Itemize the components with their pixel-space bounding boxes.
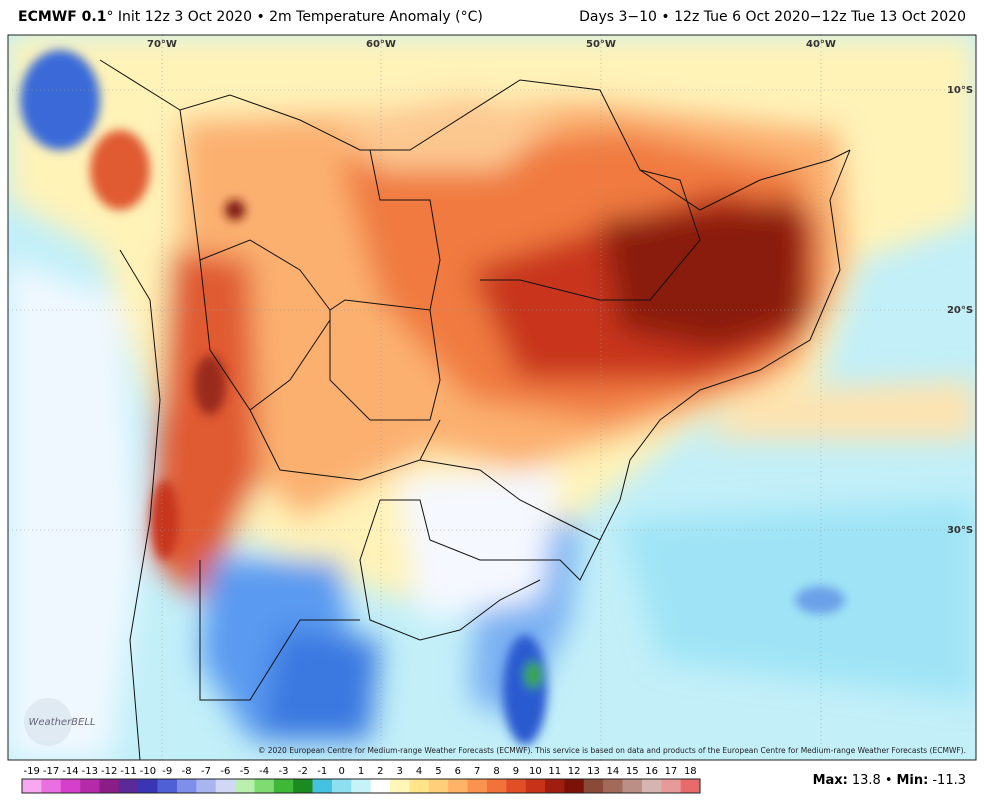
colorbar-swatch	[448, 779, 468, 793]
colorbar-label: -7	[201, 766, 211, 777]
colorbar-swatch	[41, 779, 62, 793]
colorbar-swatch	[293, 779, 313, 793]
logo: WeatherBELL	[28, 717, 95, 728]
colorbar-label: -19	[24, 766, 40, 777]
colorbar-swatch	[680, 779, 701, 793]
colorbar-swatch	[506, 779, 526, 793]
logo-globe	[24, 698, 72, 746]
colorbar-label: 11	[548, 766, 561, 777]
colorbar-swatch	[467, 779, 488, 793]
min-label: Min:	[897, 773, 929, 788]
colorbar-label: 4	[416, 766, 422, 777]
colorbar-swatch	[254, 779, 275, 793]
colorbar: -19 -17 -14 -13 -12 -11 -10 -9 -8 -7 -6 -5 -4 -3 -2 -1 0…	[21, 766, 701, 794]
colorbar-label: 5	[435, 766, 441, 777]
title-model: ECMWF 0.1	[18, 9, 106, 25]
colorbar-label: -10	[140, 766, 156, 777]
colorbar-label: -8	[182, 766, 192, 777]
header-title: ECMWF 0.1° Init 12z 3 Oct 2020 • 2m Temp…	[18, 9, 483, 25]
colorbar-label: 14	[606, 766, 619, 777]
colorbar-swatch	[22, 779, 42, 793]
colorbar-label: 15	[626, 766, 639, 777]
map-frame	[7, 34, 977, 761]
longitude-label: 40°W	[806, 39, 836, 50]
colorbar-swatch	[583, 779, 604, 793]
colorbar-label: -6	[220, 766, 230, 777]
colorbar-label: -4	[259, 766, 269, 777]
colorbar-label: -13	[82, 766, 98, 777]
colorbar-swatch	[138, 779, 158, 793]
colorbar-swatch	[118, 779, 139, 793]
colorbar-label: 2	[377, 766, 383, 777]
colorbar-label: -14	[62, 766, 78, 777]
max-value: 13.8	[852, 773, 881, 788]
min-value: -11.3	[932, 773, 966, 788]
colorbar-label: -12	[101, 766, 117, 777]
copyright: © 2020 European Centre for Medium-range …	[258, 746, 966, 755]
colorbar-swatch	[603, 779, 623, 793]
colorbar-label: -3	[279, 766, 289, 777]
colorbar-swatch	[99, 779, 120, 793]
stats: Max: 13.8 • Min: -11.3	[813, 773, 966, 788]
colorbar-label: 9	[513, 766, 519, 777]
colorbar-label: -1	[317, 766, 327, 777]
latitude-label: 30°S	[947, 525, 973, 536]
colorbar-label: -5	[240, 766, 250, 777]
colorbar-label: 0	[338, 766, 344, 777]
colorbar-swatch	[641, 779, 662, 793]
colorbar-swatch	[545, 779, 565, 793]
graticule-labels: 70°W 60°W 50°W 40°W 10°S 20°S 30°S	[147, 39, 973, 536]
colorbar-swatch	[331, 779, 352, 793]
colorbar-label: -2	[298, 766, 308, 777]
colorbar-swatch	[273, 779, 294, 793]
colorbar-label: 18	[684, 766, 697, 777]
colorbar-label: 13	[587, 766, 600, 777]
colorbar-swatch	[622, 779, 643, 793]
colorbar-swatch	[80, 779, 100, 793]
graticule	[8, 35, 976, 760]
colorbar-label: 12	[568, 766, 581, 777]
colorbar-swatch	[196, 779, 217, 793]
colorbar-swatch	[409, 779, 430, 793]
colorbar-label: 10	[529, 766, 542, 777]
colorbar-swatch	[390, 779, 410, 793]
colorbar-label: 1	[358, 766, 364, 777]
colorbar-swatch	[661, 779, 681, 793]
longitude-label: 50°W	[586, 39, 616, 50]
colorbar-swatch	[176, 779, 197, 793]
colorbar-swatch	[60, 779, 81, 793]
colorbar-swatch	[428, 779, 449, 793]
longitude-label: 60°W	[366, 39, 396, 50]
colorbar-frame	[21, 778, 701, 794]
colorbar-label: 17	[665, 766, 678, 777]
colorbar-swatch	[235, 779, 255, 793]
colorbar-label: -11	[120, 766, 136, 777]
colorbar-swatch	[312, 779, 333, 793]
borders	[99, 59, 851, 760]
colorbar-swatch	[486, 779, 507, 793]
latitude-label: 20°S	[947, 305, 973, 316]
longitude-label: 70°W	[147, 39, 177, 50]
header-period: Days 3−10 • 12z Tue 6 Oct 2020−12z Tue 1…	[579, 9, 966, 25]
colorbar-swatch	[351, 779, 371, 793]
separator: •	[885, 773, 893, 788]
colorbar-swatch	[157, 779, 178, 793]
colorbar-label: 6	[455, 766, 461, 777]
colorbar-label: 7	[474, 766, 480, 777]
colorbar-label: -17	[43, 766, 59, 777]
colorbar-swatch	[564, 779, 585, 793]
colorbar-swatch	[370, 779, 391, 793]
colorbar-label: 16	[645, 766, 658, 777]
colorbar-swatch	[215, 779, 236, 793]
latitude-label: 10°S	[947, 85, 973, 96]
title-description: ° Init 12z 3 Oct 2020 • 2m Temperature A…	[106, 9, 482, 25]
colorbar-swatch	[525, 779, 546, 793]
colorbar-label: 3	[397, 766, 403, 777]
max-label: Max:	[813, 773, 848, 788]
colorbar-label: 8	[493, 766, 499, 777]
colorbar-label: -9	[162, 766, 172, 777]
map: 70°W 60°W 50°W 40°W 10°S 20°S 30°S Weath…	[8, 35, 976, 760]
